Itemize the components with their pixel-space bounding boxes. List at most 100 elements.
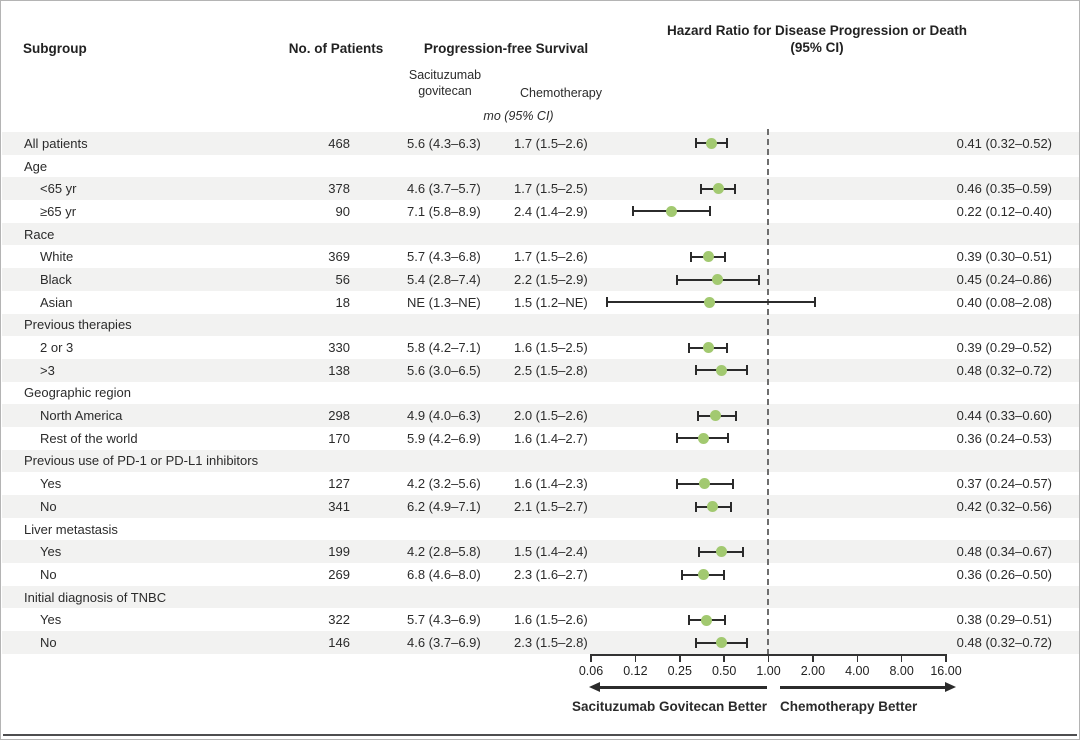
hr-ci-value: 0.42 (0.32–0.56) (956, 498, 1052, 514)
hr-ci-value: 0.46 (0.35–0.59) (956, 181, 1052, 197)
data-row: ≥65 yr 90 7.1 (5.8–8.9) 2.4 (1.4–2.9) 0.22 (… (2, 200, 1079, 223)
subgroup-label: Liver metastasis (24, 521, 118, 537)
chemo-pfs-value: 2.3 (1.5–2.8) (514, 634, 588, 650)
hr-ci-value: 0.48 (0.32–0.72) (956, 362, 1052, 378)
hr-ci-value: 0.48 (0.32–0.72) (956, 634, 1052, 650)
x-axis-tick-label: 0.25 (667, 664, 692, 678)
hr-ci-value: 0.39 (0.29–0.52) (956, 340, 1052, 356)
subheader-sacituzumab-govitecan: Sacituzumab govitecan (408, 68, 482, 98)
chemo-pfs-value: 2.1 (1.5–2.7) (514, 498, 588, 514)
subgroup-label: Previous therapies (24, 317, 132, 333)
group-row: Previous use of PD-1 or PD-L1 inhibitors (2, 449, 1079, 473)
group-row: Race (2, 222, 1079, 246)
data-row: Rest of the world 170 5.9 (4.2–6.9) 1.6 (1.… (2, 427, 1079, 450)
column-header-patients: No. of Patients (288, 41, 384, 56)
x-axis-tick (723, 654, 725, 662)
right-better-label: Chemotherapy Better (780, 699, 918, 714)
hr-ci-value: 0.40 (0.08–2.08) (956, 294, 1052, 310)
subgroup-label: North America (40, 408, 123, 424)
units-label: mo (95% CI) (483, 109, 554, 123)
patients-count: 468 (328, 135, 350, 151)
patients-count: 199 (328, 544, 350, 560)
patients-count: 341 (328, 498, 350, 514)
sg-pfs-value: 4.9 (4.0–6.3) (407, 408, 481, 424)
subgroup-label: Asian (40, 294, 73, 310)
hr-ci-value: 0.37 (0.24–0.57) (956, 476, 1052, 492)
data-row: No 341 6.2 (4.9–7.1) 2.1 (1.5–2.7) 0.42 (0.3… (2, 495, 1079, 518)
sg-pfs-value: 6.2 (4.9–7.1) (407, 498, 481, 514)
chemo-pfs-value: 1.6 (1.4–2.3) (514, 476, 588, 492)
subgroup-label: No (40, 634, 57, 650)
subgroup-label: Initial diagnosis of TNBC (24, 589, 167, 605)
bottom-rule (3, 734, 1077, 736)
sg-pfs-value: 5.6 (4.3–6.3) (407, 135, 481, 151)
data-row: Yes 199 4.2 (2.8–5.8) 1.5 (1.4–2.4) 0.48 (0.… (2, 540, 1079, 564)
subgroup-label: Yes (40, 544, 62, 560)
sg-pfs-value: 4.2 (3.2–5.6) (407, 476, 481, 492)
x-axis-tick (945, 654, 947, 662)
x-axis-tick (634, 654, 637, 662)
subgroup-label: Yes (40, 612, 62, 628)
sg-pfs-value: 4.6 (3.7–5.7) (407, 181, 481, 197)
column-header-subgroup: Subgroup (23, 41, 87, 56)
patients-count: 369 (328, 249, 350, 265)
subgroup-label: Black (40, 271, 72, 287)
x-axis-tick (590, 654, 592, 662)
chemo-pfs-value: 1.6 (1.5–2.5) (514, 340, 588, 356)
sg-pfs-value: 5.7 (4.3–6.8) (407, 249, 481, 265)
chemo-pfs-value: 1.7 (1.5–2.6) (514, 135, 588, 151)
x-axis-tick-label: 16.00 (930, 664, 962, 678)
x-axis-line (591, 654, 946, 656)
data-row: All patients 468 5.6 (4.3–6.3) 1.7 (1.5–2.6… (2, 132, 1079, 155)
sg-pfs-value: 5.4 (2.8–7.4) (407, 271, 481, 287)
data-row: Yes 127 4.2 (3.2–5.6) 1.6 (1.4–2.3) 0.37 (0.… (2, 472, 1079, 495)
patients-count: 269 (328, 566, 350, 582)
chemo-pfs-value: 1.6 (1.4–2.7) (514, 430, 588, 446)
hr-ci-value: 0.38 (0.29–0.51) (956, 612, 1052, 628)
patients-count: 90 (335, 203, 350, 219)
subgroup-label: 2 or 3 (40, 340, 74, 356)
patients-count: 170 (328, 430, 350, 446)
x-axis-tick-label: 0.06 (578, 664, 604, 678)
data-row: Black 56 5.4 (2.8–7.4) 2.2 (1.5–2.9) 0.45 (0… (2, 268, 1079, 291)
subgroup-label: No (40, 498, 57, 514)
data-row: Asian 18 NE (1.3–NE) 1.5 (1.2–NE) 0.40 (0.08… (2, 291, 1079, 314)
chemo-pfs-value: 1.7 (1.5–2.6) (514, 249, 588, 265)
x-axis-tick (679, 654, 681, 662)
chemo-pfs-value: 2.5 (1.5–2.8) (514, 362, 588, 378)
x-axis-tick-label: 0.50 (711, 664, 737, 678)
column-header-pfs: Progression-free Survival (423, 41, 589, 56)
hr-ci-value: 0.36 (0.24–0.53) (956, 430, 1052, 446)
group-row: Age (2, 155, 1079, 178)
subgroup-label: Yes (40, 476, 62, 492)
hr-ci-value: 0.45 (0.24–0.86) (956, 271, 1052, 287)
hr-ci-value: 0.41 (0.32–0.52) (956, 135, 1052, 151)
subgroup-label: Race (24, 226, 55, 242)
sg-pfs-value: 5.9 (4.2–6.9) (407, 430, 481, 446)
chemo-pfs-value: 2.2 (1.5–2.9) (514, 271, 588, 287)
subgroup-label: All patients (24, 135, 88, 151)
column-header-hazard-ratio: Hazard Ratio for Disease Progression or … (666, 23, 968, 55)
x-axis-tick-label: 1.00 (756, 664, 781, 678)
right-better-arrow (780, 682, 956, 691)
patients-count: 322 (328, 612, 350, 628)
subgroup-label: No (40, 566, 57, 582)
data-row: North America 298 4.9 (4.0–6.3) 2.0 (1.5–2.… (2, 404, 1079, 427)
sg-pfs-value: 6.8 (4.6–8.0) (407, 566, 481, 582)
x-axis-tick (856, 654, 858, 662)
chemo-pfs-value: 2.4 (1.4–2.9) (514, 203, 588, 219)
patients-count: 298 (328, 408, 350, 424)
left-better-label: Sacituzumab Govitecan Better (571, 699, 767, 714)
data-row: <65 yr 378 4.6 (3.7–5.7) 1.7 (1.5–2.5) 0.46 … (2, 177, 1079, 201)
patients-count: 138 (328, 362, 350, 378)
subgroup-label: <65 yr (40, 181, 77, 197)
subgroup-label: Rest of the world (40, 430, 138, 446)
subgroup-label: Previous use of PD-1 or PD-L1 inhibitors (24, 453, 259, 469)
x-axis-tick (767, 654, 770, 662)
x-axis-tick-label: 8.00 (889, 664, 914, 678)
patients-count: 127 (328, 476, 350, 492)
sg-pfs-value: 4.2 (2.8–5.8) (407, 544, 481, 560)
chemo-pfs-value: 2.0 (1.5–2.6) (514, 408, 588, 424)
x-axis-tick-label: 2.00 (800, 664, 826, 678)
sg-pfs-value: 7.1 (5.8–8.9) (407, 203, 481, 219)
